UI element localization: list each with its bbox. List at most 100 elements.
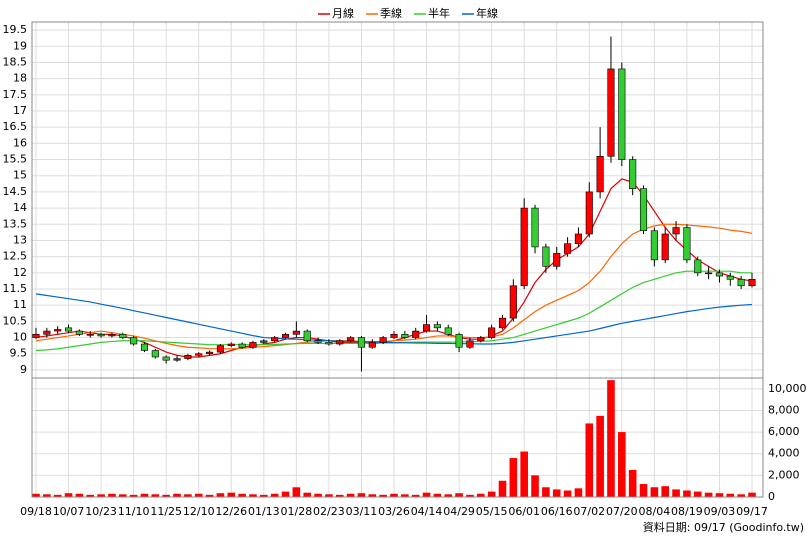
y-tick-label: 13.5 [3,217,28,230]
volume-bar [628,469,637,497]
y-tick-label: 12 [13,266,27,279]
y-tick-label: 9.5 [10,347,28,360]
candle-body [520,207,528,287]
candle-body [195,353,203,356]
candle-body [585,191,593,235]
candle-body [86,334,94,336]
candle-body [97,334,105,337]
y-tick-label: 16 [13,136,27,149]
x-tick-label: 07/20 [606,505,638,518]
candle-body [455,334,463,348]
x-tick-label: 05/15 [476,505,508,518]
candle-body [368,342,376,348]
volume-bar [227,492,236,497]
candle-body [303,330,311,342]
x-tick-label: 09/03 [704,505,736,518]
volume-bar [129,494,138,497]
y-tick-label: 14.5 [3,185,28,198]
legend-label: 年線 [476,6,498,20]
volume-bar [683,490,691,497]
volume-bar [704,492,713,497]
candle-body [54,329,62,332]
volume-bar [444,494,453,497]
volume-bar [672,489,680,497]
legend-label: 半年 [428,6,450,20]
y-tick-label: 19.5 [3,23,28,36]
y2-tick-label: 6,000 [768,425,800,438]
y-tick-label: 11.5 [3,282,28,295]
volume-bar [325,494,333,497]
y-tick-label: 9 [20,363,27,376]
volume-bar [433,493,442,497]
x-tick-label: 06/16 [541,505,573,518]
candle-body [694,259,702,274]
candle-body [390,334,398,338]
volume-bar [32,493,40,497]
volume-bar [64,493,73,497]
volume-bar [292,487,301,497]
candle-body [206,351,214,355]
volume-bar [531,475,539,497]
volume-bar [379,494,387,497]
candle-body [260,340,268,343]
volume-bar [368,494,377,497]
x-tick-label: 11/10 [118,505,150,518]
volume-bar [574,488,583,497]
volume-bar [607,380,615,497]
volume-bar [86,494,95,497]
candle-body [477,337,485,342]
volume-bar [53,494,62,497]
y2-tick-label: 4,000 [768,447,800,460]
moving-average-line [35,223,753,350]
volume-bar [693,491,702,497]
y2-tick-label: 8,000 [768,403,800,416]
volume-bar [422,492,431,497]
x-tick-label: 08/19 [671,505,703,518]
candle-body [672,227,680,235]
candle-body [715,272,724,277]
candle-body [531,207,539,248]
volume-bar [498,480,507,497]
candle-body [140,343,149,351]
volume-bar [466,494,474,497]
candle-body [498,317,507,329]
candle-body [488,327,496,338]
y-tick-label: 10 [13,331,27,344]
candle-body [151,350,159,358]
volume-bar [487,491,496,497]
y-tick-label: 12.5 [3,250,28,263]
volume-bar [411,494,420,497]
candle-body [466,340,474,348]
volume-bar [194,493,203,497]
candle-body [726,275,734,280]
y-tick-label: 15.5 [3,153,28,166]
candle-body [281,334,290,338]
x-tick-label: 12/10 [183,505,215,518]
candle-body [596,156,604,193]
candle-body [314,340,322,343]
x-tick-label: 01/13 [248,505,280,518]
x-tick-label: 08/04 [639,505,671,518]
volume-bar [476,493,485,497]
candle-body [271,337,279,342]
y-tick-label: 19 [13,39,27,52]
y-tick-label: 17 [13,104,27,117]
candle-body [401,334,409,338]
volume-bar [726,493,735,497]
candle-body [64,327,73,332]
x-tick-label: 01/28 [281,505,313,518]
volume-bar [661,486,670,497]
volume-bar [43,494,51,497]
x-tick-label: 06/01 [508,505,540,518]
candle-body [184,355,192,359]
volume-bar [509,458,518,497]
volume-bar [618,432,626,497]
volume-bar [314,493,322,497]
volume-bar [281,491,290,497]
volume-bar [542,487,550,497]
x-tick-label: 11/25 [150,505,182,518]
y2-tick-label: 2,000 [768,468,800,481]
